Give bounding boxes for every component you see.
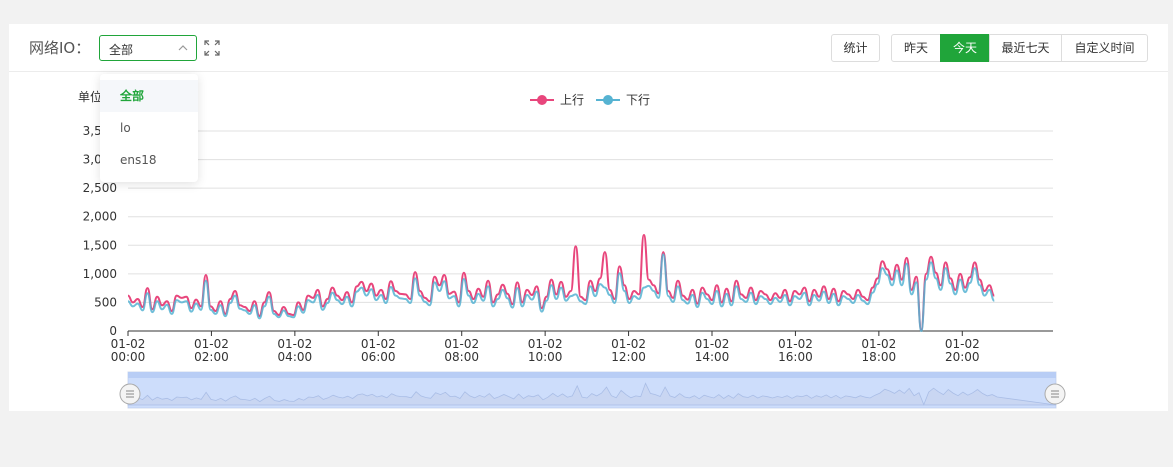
zoom-preview-area bbox=[127, 382, 1057, 406]
y-tick-label: 1,000 bbox=[83, 267, 117, 281]
yesterday-button[interactable]: 昨天 bbox=[891, 34, 941, 62]
x-tick-date: 01-02 bbox=[861, 337, 896, 351]
x-tick-label: 16:00 bbox=[778, 350, 813, 364]
x-tick-date: 01-02 bbox=[194, 337, 229, 351]
y-tick-label: 500 bbox=[94, 295, 117, 309]
dropdown-option-all[interactable]: 全部 bbox=[100, 80, 198, 112]
legend-swatch-dot bbox=[603, 95, 613, 105]
chart-panel-bg bbox=[9, 24, 1168, 411]
interface-select[interactable]: 全部 bbox=[99, 35, 197, 61]
last-seven-days-button[interactable]: 最近七天 bbox=[989, 34, 1062, 62]
zoom-top-bar bbox=[128, 372, 1056, 378]
y-tick-label: 0 bbox=[109, 324, 117, 338]
today-button[interactable]: 今天 bbox=[940, 34, 990, 62]
header-divider bbox=[9, 71, 1168, 72]
x-tick-date: 01-02 bbox=[111, 337, 146, 351]
x-tick-date: 01-02 bbox=[528, 337, 563, 351]
x-tick-label: 04:00 bbox=[278, 350, 313, 364]
x-tick-date: 01-02 bbox=[945, 337, 980, 351]
y-tick-label: 1,500 bbox=[83, 238, 117, 252]
y-axis-label: 单位 bbox=[78, 89, 102, 104]
x-tick-date: 01-02 bbox=[611, 337, 646, 351]
series-line-down bbox=[127, 253, 995, 333]
x-tick-date: 01-02 bbox=[444, 337, 479, 351]
x-tick-date: 01-02 bbox=[695, 337, 730, 351]
custom-time-button[interactable]: 自定义时间 bbox=[1061, 34, 1148, 62]
x-tick-label: 10:00 bbox=[528, 350, 563, 364]
x-tick-label: 12:00 bbox=[611, 350, 646, 364]
x-tick-date: 01-02 bbox=[361, 337, 396, 351]
legend-swatch-dot bbox=[537, 95, 547, 105]
panel-header: 网络IO： 全部 统计 昨天 今天 最近七天 自定义时间 bbox=[9, 24, 1168, 71]
y-tick-label: 2,000 bbox=[83, 210, 117, 224]
interface-select-value: 全部 bbox=[109, 43, 134, 57]
interface-dropdown: 全部 lo ens18 bbox=[100, 74, 198, 182]
x-tick-label: 08:00 bbox=[444, 350, 479, 364]
x-tick-label: 20:00 bbox=[945, 350, 980, 364]
legend-label: 上行 bbox=[560, 93, 584, 107]
x-tick-label: 02:00 bbox=[194, 350, 229, 364]
x-tick-label: 06:00 bbox=[361, 350, 396, 364]
x-tick-label: 14:00 bbox=[695, 350, 730, 364]
x-tick-date: 01-02 bbox=[277, 337, 312, 351]
page-title: 网络IO： bbox=[29, 39, 91, 57]
x-tick-label: 18:00 bbox=[862, 350, 897, 364]
stats-button[interactable]: 统计 bbox=[831, 34, 880, 62]
dropdown-option-ens18[interactable]: ens18 bbox=[120, 153, 157, 167]
x-tick-label: 00:00 bbox=[111, 350, 146, 364]
fullscreen-icon[interactable] bbox=[204, 40, 220, 56]
y-tick-label: 2,500 bbox=[83, 181, 117, 195]
dropdown-option-lo[interactable]: lo bbox=[120, 121, 131, 135]
chevron-up-icon bbox=[178, 45, 188, 51]
x-tick-date: 01-02 bbox=[778, 337, 813, 351]
legend-label: 下行 bbox=[626, 93, 650, 107]
